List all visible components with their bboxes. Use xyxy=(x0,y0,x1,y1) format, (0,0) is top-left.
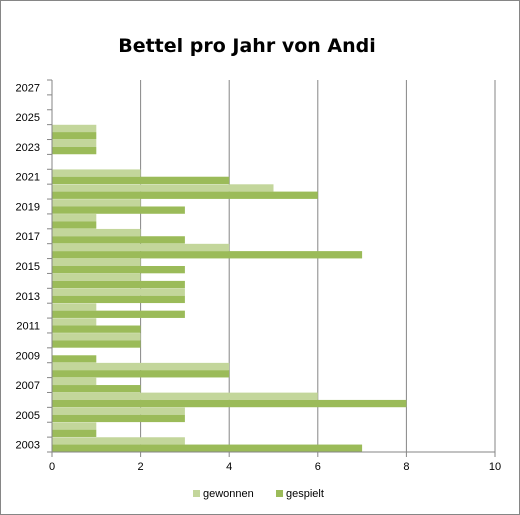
bar-gespielt-2003 xyxy=(52,444,363,452)
x-tick-labels: 0 2 4 6 8 10 xyxy=(49,461,501,473)
bar-gespielt-2006 xyxy=(52,399,407,408)
bar-gespielt-2023 xyxy=(52,146,97,155)
bar-gewonnen-2016 xyxy=(52,243,230,252)
bar-gespielt-2007 xyxy=(52,385,141,393)
y-tick-label-2007: 2007 xyxy=(16,380,40,392)
bar-gewonnen-2019 xyxy=(52,199,141,207)
bar-gewonnen-2023 xyxy=(52,139,97,147)
bar-gespielt-2015 xyxy=(52,266,185,274)
legend: gewonnen gespielt xyxy=(193,488,324,500)
bar-gewonnen-2021 xyxy=(52,169,141,177)
bar-gewonnen-2006 xyxy=(52,392,318,400)
bar-gewonnen-2004 xyxy=(52,422,97,430)
bar-gewonnen-2003 xyxy=(52,437,185,445)
chart-title: Bettel pro Jahr von Andi xyxy=(118,35,376,57)
y-tick-label-2023: 2023 xyxy=(16,142,40,154)
bar-gespielt-2011 xyxy=(52,325,141,333)
bar-gespielt-2005 xyxy=(52,414,185,423)
bar-gespielt-2004 xyxy=(52,429,97,437)
bar-gewonnen-2020 xyxy=(52,184,274,192)
bar-gespielt-2010 xyxy=(52,340,141,348)
y-tick-label-2021: 2021 xyxy=(16,172,40,184)
bar-gespielt-2024 xyxy=(52,132,97,140)
bar-gewonnen-2014 xyxy=(52,273,141,281)
x-tick-label-8: 8 xyxy=(403,461,409,473)
x-tick-label-4: 4 xyxy=(226,461,232,473)
x-tick-label-0: 0 xyxy=(49,461,55,473)
y-tick-label-2015: 2015 xyxy=(16,261,40,273)
bar-gewonnen-2013 xyxy=(52,288,185,296)
y-tick-label-2003: 2003 xyxy=(16,440,40,452)
bar-gewonnen-2015 xyxy=(52,258,141,266)
legend-swatch-gespielt xyxy=(276,490,283,497)
bar-gespielt-2019 xyxy=(52,206,185,214)
bars xyxy=(52,124,407,452)
y-tick-label-2009: 2009 xyxy=(16,350,40,362)
y-tick-label-2005: 2005 xyxy=(16,410,40,422)
y-tick-label-2025: 2025 xyxy=(16,112,40,124)
y-tick-label-2013: 2013 xyxy=(16,291,40,303)
bar-gewonnen-2017 xyxy=(52,228,141,237)
bar-gespielt-2016 xyxy=(52,251,363,259)
bar-gespielt-2013 xyxy=(52,295,185,304)
bar-gespielt-2014 xyxy=(52,280,185,289)
axes xyxy=(47,79,496,457)
bar-gewonnen-2018 xyxy=(52,214,97,222)
x-tick-label-10: 10 xyxy=(489,461,501,473)
bar-gewonnen-2024 xyxy=(52,124,97,133)
legend-label-gewonnen: gewonnen xyxy=(203,488,254,500)
bar-gespielt-2021 xyxy=(52,176,230,185)
bar-gewonnen-2007 xyxy=(52,377,97,386)
y-tick-label-2011: 2011 xyxy=(16,321,40,333)
legend-label-gespielt: gespielt xyxy=(286,488,324,500)
bar-gespielt-2020 xyxy=(52,191,318,199)
bar-gewonnen-2011 xyxy=(52,318,97,326)
x-tick-label-6: 6 xyxy=(315,461,321,473)
x-tick-label-2: 2 xyxy=(138,461,144,473)
bar-gewonnen-2008 xyxy=(52,362,230,371)
y-tick-labels: 2003 2005 2007 2009 2011 2013 2015 2017 2019 2021… xyxy=(16,82,40,451)
y-tick-label-2027: 2027 xyxy=(16,82,40,94)
bar-gewonnen-2005 xyxy=(52,407,185,415)
bar-gewonnen-2010 xyxy=(52,333,141,341)
y-tick-label-2019: 2019 xyxy=(16,201,40,213)
bar-gespielt-2009 xyxy=(52,355,97,363)
bar-gespielt-2018 xyxy=(52,221,97,229)
bar-gespielt-2017 xyxy=(52,236,185,244)
legend-swatch-gewonnen xyxy=(193,490,200,497)
y-tick-label-2017: 2017 xyxy=(16,231,40,243)
bar-gespielt-2012 xyxy=(52,310,185,318)
bar-gespielt-2008 xyxy=(52,370,230,378)
bar-gewonnen-2012 xyxy=(52,303,97,311)
